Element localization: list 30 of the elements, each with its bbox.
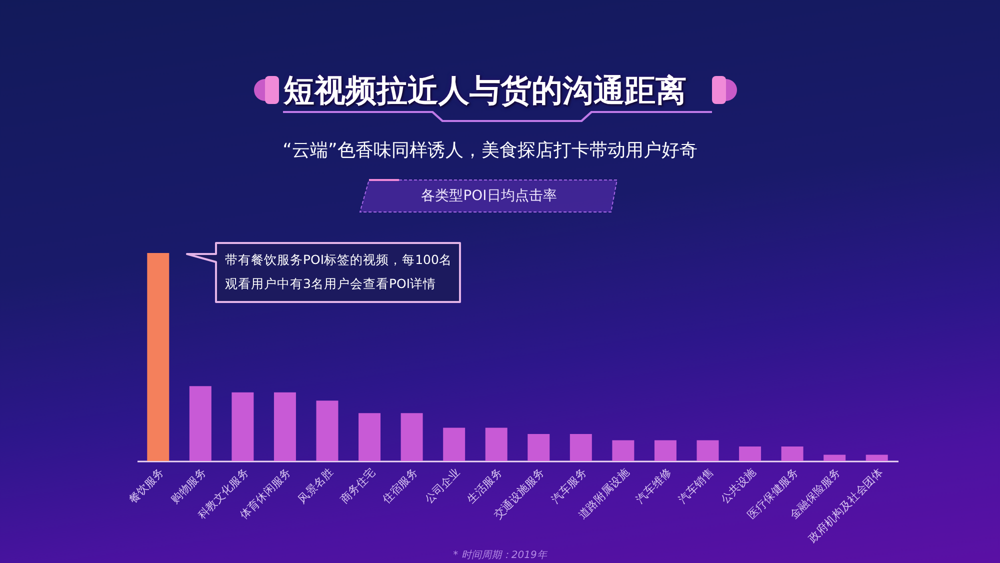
bar (274, 392, 296, 461)
bar (232, 392, 254, 461)
bar (147, 253, 170, 461)
x-tick-label: 风景名胜 (295, 466, 336, 506)
bar (400, 413, 423, 461)
chart-subtitle: “云端”色香味同样诱人，美食探店打卡带动用户好奇 (282, 139, 698, 163)
bar (316, 400, 338, 461)
bar (485, 428, 508, 461)
bar (612, 440, 634, 461)
text: 各类型POI日均点击率 (420, 187, 558, 206)
chart-title: 短视频拉近人与货的沟通距离 (282, 72, 688, 111)
bar (189, 386, 212, 461)
bar (739, 446, 762, 461)
bar (443, 428, 466, 461)
annotation: 带有餐饮服务POI标签的视频，每100名观看用户中有3名用户会查看POI详情 (225, 251, 453, 293)
bar (654, 440, 676, 461)
bar (824, 454, 846, 461)
bar (696, 440, 719, 461)
bar (570, 434, 592, 461)
x-tick-label: 汽车维修 (634, 466, 674, 506)
x-tick-label: 住宿服务 (380, 466, 420, 506)
bar (358, 413, 381, 461)
x-tick-label: 餐饮服务 (126, 466, 167, 506)
x-tick-label: 汽车销售 (676, 466, 716, 506)
bar (866, 454, 888, 461)
x-tick-label: 公司企业 (422, 466, 463, 506)
bar (528, 434, 550, 461)
bar (781, 446, 804, 461)
x-tick-label: 商务住宅 (338, 466, 378, 506)
text: * 时间周期：2019年 (452, 549, 548, 562)
